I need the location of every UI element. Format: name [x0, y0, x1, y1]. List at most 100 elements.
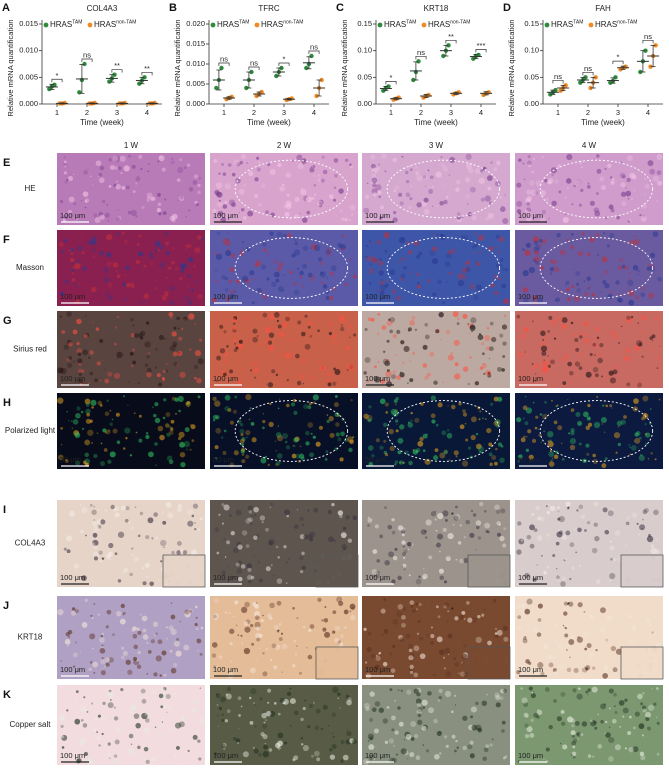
tissue-texture: [471, 330, 474, 333]
tissue-texture: [634, 711, 640, 717]
tissue-texture: [170, 628, 177, 636]
tissue-texture: [320, 271, 324, 275]
region-marker: *: [451, 511, 454, 520]
tissue-texture: [262, 614, 264, 617]
tissue-texture: [132, 190, 136, 194]
tissue-texture: [424, 322, 429, 327]
tissue-texture: [612, 667, 618, 673]
tissue-texture: [245, 517, 252, 525]
tissue-texture: [644, 183, 650, 189]
tissue-texture: [234, 645, 236, 647]
tissue-texture: [106, 203, 109, 206]
tissue-texture: [618, 298, 624, 303]
tissue-texture: [422, 744, 425, 747]
tissue-texture: [262, 734, 268, 740]
tissue-texture: [217, 201, 223, 207]
tissue-texture: [434, 448, 439, 453]
tissue-texture: [647, 726, 652, 731]
scale-bar-label: 100 μm: [365, 573, 390, 582]
tissue-texture: [64, 639, 71, 645]
tissue-texture: [81, 706, 87, 712]
tissue-texture: [607, 510, 614, 517]
tissue-texture: [339, 209, 343, 213]
row-letter: I: [3, 504, 6, 516]
tissue-texture: [483, 608, 486, 611]
tissue-texture: [553, 267, 560, 273]
tissue-texture: [381, 633, 384, 637]
tissue-texture: [368, 461, 374, 467]
tissue-texture: [640, 314, 647, 321]
tissue-texture: [557, 425, 563, 431]
tissue-texture: [405, 192, 411, 198]
tissue-texture: [226, 238, 230, 242]
significance-bracket: [141, 71, 153, 76]
tissue-texture: [307, 422, 314, 428]
tissue-texture: [238, 714, 241, 717]
tissue-texture: [602, 280, 607, 285]
tissue-texture: [535, 180, 543, 187]
significance-label: ns: [554, 72, 562, 81]
tissue-texture: [70, 688, 74, 691]
tissue-texture: [88, 382, 90, 384]
tissue-texture: [373, 728, 379, 734]
tissue-texture: [277, 162, 282, 168]
tissue-texture: [79, 740, 85, 746]
tissue-texture: [462, 715, 468, 721]
tissue-texture: [230, 660, 233, 663]
tissue-texture: [521, 603, 526, 608]
tissue-texture: [643, 177, 647, 180]
tissue-texture: [347, 697, 352, 702]
tissue-texture: [261, 183, 266, 188]
tissue-texture: [586, 623, 590, 626]
tissue-texture: [475, 432, 479, 436]
tissue-texture: [431, 246, 438, 252]
tissue-texture: [482, 172, 484, 174]
tissue-texture: [109, 700, 112, 703]
tissue-texture: [132, 633, 138, 639]
tissue-texture: [302, 163, 305, 166]
tissue-texture: [170, 602, 173, 604]
tissue-texture: [538, 631, 540, 634]
tissue-texture: [377, 190, 382, 195]
tissue-texture: [340, 327, 345, 332]
tissue-texture: [238, 211, 240, 214]
tissue-texture: [232, 322, 236, 325]
region-marker: *: [567, 601, 570, 610]
tissue-texture: [139, 301, 142, 304]
tissue-texture: [292, 758, 296, 762]
tissue-texture: [575, 551, 577, 554]
tissue-texture: [577, 527, 582, 533]
tissue-texture: [194, 247, 201, 254]
tissue-texture: [351, 606, 355, 611]
tissue-texture: [550, 359, 555, 365]
tissue-texture: [327, 509, 332, 515]
tissue-texture: [112, 262, 119, 268]
tissue-texture: [379, 445, 384, 450]
tissue-texture: [191, 514, 195, 518]
tissue-texture: [277, 556, 280, 559]
tissue-texture: [196, 627, 199, 630]
tissue-texture: [112, 428, 118, 434]
tissue-texture: [540, 441, 542, 444]
tissue-texture: [258, 578, 263, 583]
tissue-texture: [222, 204, 228, 209]
tissue-texture: [475, 261, 481, 267]
tissue-texture: [398, 460, 404, 465]
tissue-texture: [314, 193, 317, 196]
tissue-texture: [485, 370, 492, 376]
tissue-texture: [454, 373, 461, 380]
tissue-texture: [369, 691, 375, 697]
tissue-texture: [161, 295, 167, 301]
tissue-texture: [370, 154, 376, 160]
tissue-texture: [448, 459, 451, 461]
tissue-texture: [609, 377, 617, 384]
tissue-texture: [241, 275, 249, 282]
tissue-texture: [88, 356, 91, 359]
tissue-texture: [415, 450, 419, 453]
tissue-texture: [401, 155, 404, 158]
tissue-texture: [318, 425, 324, 430]
tissue-texture: [541, 361, 547, 366]
tissue-texture: [89, 504, 93, 507]
tissue-texture: [313, 750, 320, 757]
tissue-texture: [127, 381, 129, 384]
